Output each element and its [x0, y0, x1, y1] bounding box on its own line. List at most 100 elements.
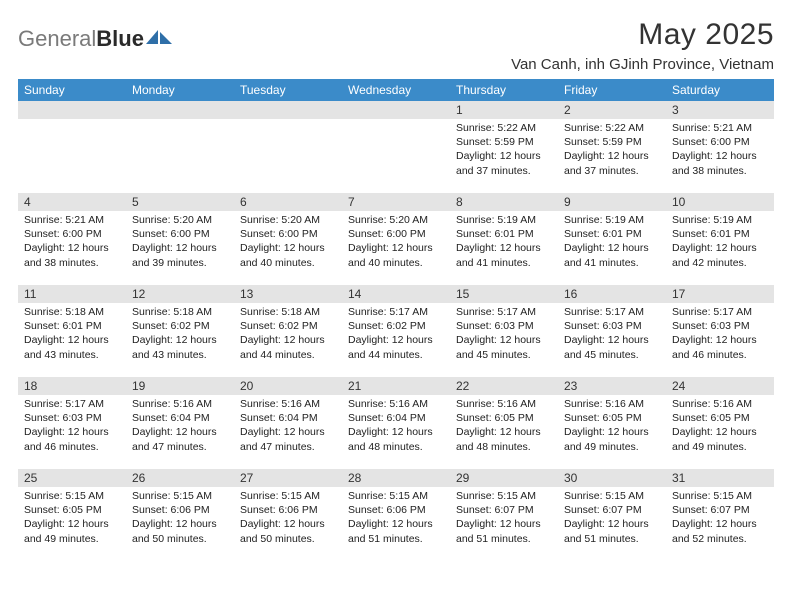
- cell-body: Sunrise: 5:19 AMSunset: 6:01 PMDaylight:…: [666, 211, 774, 274]
- calendar-body: 1Sunrise: 5:22 AMSunset: 5:59 PMDaylight…: [18, 101, 774, 561]
- day-number: 8: [450, 193, 558, 211]
- cell-line: Sunrise: 5:16 AM: [240, 397, 336, 411]
- cell-line: Sunset: 6:00 PM: [672, 135, 768, 149]
- cell-line: Sunrise: 5:16 AM: [564, 397, 660, 411]
- cell-body: [342, 119, 450, 125]
- day-header: Saturday: [666, 79, 774, 101]
- cell-line: Daylight: 12 hours and 50 minutes.: [132, 517, 228, 545]
- day-number: 3: [666, 101, 774, 119]
- calendar-cell: 20Sunrise: 5:16 AMSunset: 6:04 PMDayligh…: [234, 377, 342, 469]
- cell-line: Daylight: 12 hours and 43 minutes.: [132, 333, 228, 361]
- day-number: 31: [666, 469, 774, 487]
- cell-body: Sunrise: 5:18 AMSunset: 6:01 PMDaylight:…: [18, 303, 126, 366]
- calendar-cell: 16Sunrise: 5:17 AMSunset: 6:03 PMDayligh…: [558, 285, 666, 377]
- cell-line: Sunrise: 5:15 AM: [24, 489, 120, 503]
- day-header: Monday: [126, 79, 234, 101]
- cell-line: Daylight: 12 hours and 45 minutes.: [564, 333, 660, 361]
- calendar-cell: 6Sunrise: 5:20 AMSunset: 6:00 PMDaylight…: [234, 193, 342, 285]
- cell-line: Sunset: 6:03 PM: [456, 319, 552, 333]
- day-header: Tuesday: [234, 79, 342, 101]
- calendar-row: 11Sunrise: 5:18 AMSunset: 6:01 PMDayligh…: [18, 285, 774, 377]
- calendar-cell: 23Sunrise: 5:16 AMSunset: 6:05 PMDayligh…: [558, 377, 666, 469]
- day-number: 16: [558, 285, 666, 303]
- cell-line: Sunrise: 5:21 AM: [24, 213, 120, 227]
- cell-line: Sunrise: 5:21 AM: [672, 121, 768, 135]
- calendar-cell: 24Sunrise: 5:16 AMSunset: 6:05 PMDayligh…: [666, 377, 774, 469]
- calendar-cell: 17Sunrise: 5:17 AMSunset: 6:03 PMDayligh…: [666, 285, 774, 377]
- day-number: 21: [342, 377, 450, 395]
- cell-line: Sunrise: 5:17 AM: [348, 305, 444, 319]
- cell-line: Sunrise: 5:22 AM: [456, 121, 552, 135]
- cell-line: Sunset: 6:05 PM: [24, 503, 120, 517]
- cell-line: Sunset: 6:01 PM: [456, 227, 552, 241]
- cell-line: Sunrise: 5:16 AM: [672, 397, 768, 411]
- cell-line: Daylight: 12 hours and 48 minutes.: [456, 425, 552, 453]
- day-header-row: SundayMondayTuesdayWednesdayThursdayFrid…: [18, 79, 774, 101]
- cell-line: Daylight: 12 hours and 42 minutes.: [672, 241, 768, 269]
- cell-line: Sunset: 6:05 PM: [456, 411, 552, 425]
- day-number: 10: [666, 193, 774, 211]
- calendar-cell: 3Sunrise: 5:21 AMSunset: 6:00 PMDaylight…: [666, 101, 774, 193]
- cell-line: Sunrise: 5:19 AM: [456, 213, 552, 227]
- cell-body: Sunrise: 5:15 AMSunset: 6:07 PMDaylight:…: [450, 487, 558, 550]
- cell-line: Sunset: 6:05 PM: [672, 411, 768, 425]
- day-number: 7: [342, 193, 450, 211]
- cell-line: Daylight: 12 hours and 37 minutes.: [456, 149, 552, 177]
- cell-line: Daylight: 12 hours and 41 minutes.: [564, 241, 660, 269]
- cell-line: Sunrise: 5:18 AM: [132, 305, 228, 319]
- cell-line: Daylight: 12 hours and 40 minutes.: [240, 241, 336, 269]
- cell-line: Sunset: 6:00 PM: [132, 227, 228, 241]
- day-number: [234, 101, 342, 119]
- cell-line: Sunset: 6:03 PM: [24, 411, 120, 425]
- day-number: 12: [126, 285, 234, 303]
- day-number: 24: [666, 377, 774, 395]
- day-number: 26: [126, 469, 234, 487]
- calendar-cell: 11Sunrise: 5:18 AMSunset: 6:01 PMDayligh…: [18, 285, 126, 377]
- cell-body: Sunrise: 5:16 AMSunset: 6:04 PMDaylight:…: [126, 395, 234, 458]
- cell-line: Daylight: 12 hours and 44 minutes.: [348, 333, 444, 361]
- cell-line: Daylight: 12 hours and 39 minutes.: [132, 241, 228, 269]
- cell-body: Sunrise: 5:17 AMSunset: 6:02 PMDaylight:…: [342, 303, 450, 366]
- cell-body: Sunrise: 5:22 AMSunset: 5:59 PMDaylight:…: [450, 119, 558, 182]
- calendar-cell: 13Sunrise: 5:18 AMSunset: 6:02 PMDayligh…: [234, 285, 342, 377]
- cell-body: Sunrise: 5:17 AMSunset: 6:03 PMDaylight:…: [450, 303, 558, 366]
- cell-line: Sunrise: 5:16 AM: [456, 397, 552, 411]
- cell-line: Daylight: 12 hours and 49 minutes.: [24, 517, 120, 545]
- cell-line: Sunset: 6:01 PM: [564, 227, 660, 241]
- day-header: Sunday: [18, 79, 126, 101]
- cell-line: Daylight: 12 hours and 37 minutes.: [564, 149, 660, 177]
- cell-line: Sunset: 6:02 PM: [132, 319, 228, 333]
- calendar-cell: 21Sunrise: 5:16 AMSunset: 6:04 PMDayligh…: [342, 377, 450, 469]
- day-number: [126, 101, 234, 119]
- day-number: 17: [666, 285, 774, 303]
- cell-line: Daylight: 12 hours and 51 minutes.: [564, 517, 660, 545]
- calendar-cell: [18, 101, 126, 193]
- calendar-cell: 15Sunrise: 5:17 AMSunset: 6:03 PMDayligh…: [450, 285, 558, 377]
- cell-body: Sunrise: 5:15 AMSunset: 6:07 PMDaylight:…: [666, 487, 774, 550]
- calendar-cell: 29Sunrise: 5:15 AMSunset: 6:07 PMDayligh…: [450, 469, 558, 561]
- cell-line: Daylight: 12 hours and 51 minutes.: [456, 517, 552, 545]
- cell-line: Daylight: 12 hours and 44 minutes.: [240, 333, 336, 361]
- day-number: 20: [234, 377, 342, 395]
- calendar-cell: 14Sunrise: 5:17 AMSunset: 6:02 PMDayligh…: [342, 285, 450, 377]
- cell-line: Sunrise: 5:19 AM: [564, 213, 660, 227]
- day-number: 14: [342, 285, 450, 303]
- cell-line: Sunset: 6:06 PM: [132, 503, 228, 517]
- cell-body: Sunrise: 5:18 AMSunset: 6:02 PMDaylight:…: [234, 303, 342, 366]
- cell-line: Sunset: 6:04 PM: [132, 411, 228, 425]
- cell-body: Sunrise: 5:18 AMSunset: 6:02 PMDaylight:…: [126, 303, 234, 366]
- calendar-table: SundayMondayTuesdayWednesdayThursdayFrid…: [18, 79, 774, 561]
- cell-line: Daylight: 12 hours and 47 minutes.: [240, 425, 336, 453]
- day-number: 29: [450, 469, 558, 487]
- cell-body: Sunrise: 5:17 AMSunset: 6:03 PMDaylight:…: [558, 303, 666, 366]
- cell-body: Sunrise: 5:21 AMSunset: 6:00 PMDaylight:…: [666, 119, 774, 182]
- logo-word2: Blue: [96, 26, 144, 51]
- cell-line: Sunset: 6:01 PM: [24, 319, 120, 333]
- calendar-page: GeneralBlue May 2025 Van Canh, inh GJinh…: [0, 0, 792, 571]
- day-number: 22: [450, 377, 558, 395]
- cell-body: Sunrise: 5:19 AMSunset: 6:01 PMDaylight:…: [450, 211, 558, 274]
- cell-body: [18, 119, 126, 125]
- cell-body: [234, 119, 342, 125]
- day-header: Friday: [558, 79, 666, 101]
- cell-line: Sunset: 6:02 PM: [240, 319, 336, 333]
